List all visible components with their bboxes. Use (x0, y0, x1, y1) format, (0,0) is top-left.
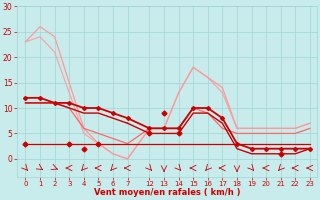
X-axis label: Vent moyen/en rafales ( km/h ): Vent moyen/en rafales ( km/h ) (94, 188, 240, 197)
